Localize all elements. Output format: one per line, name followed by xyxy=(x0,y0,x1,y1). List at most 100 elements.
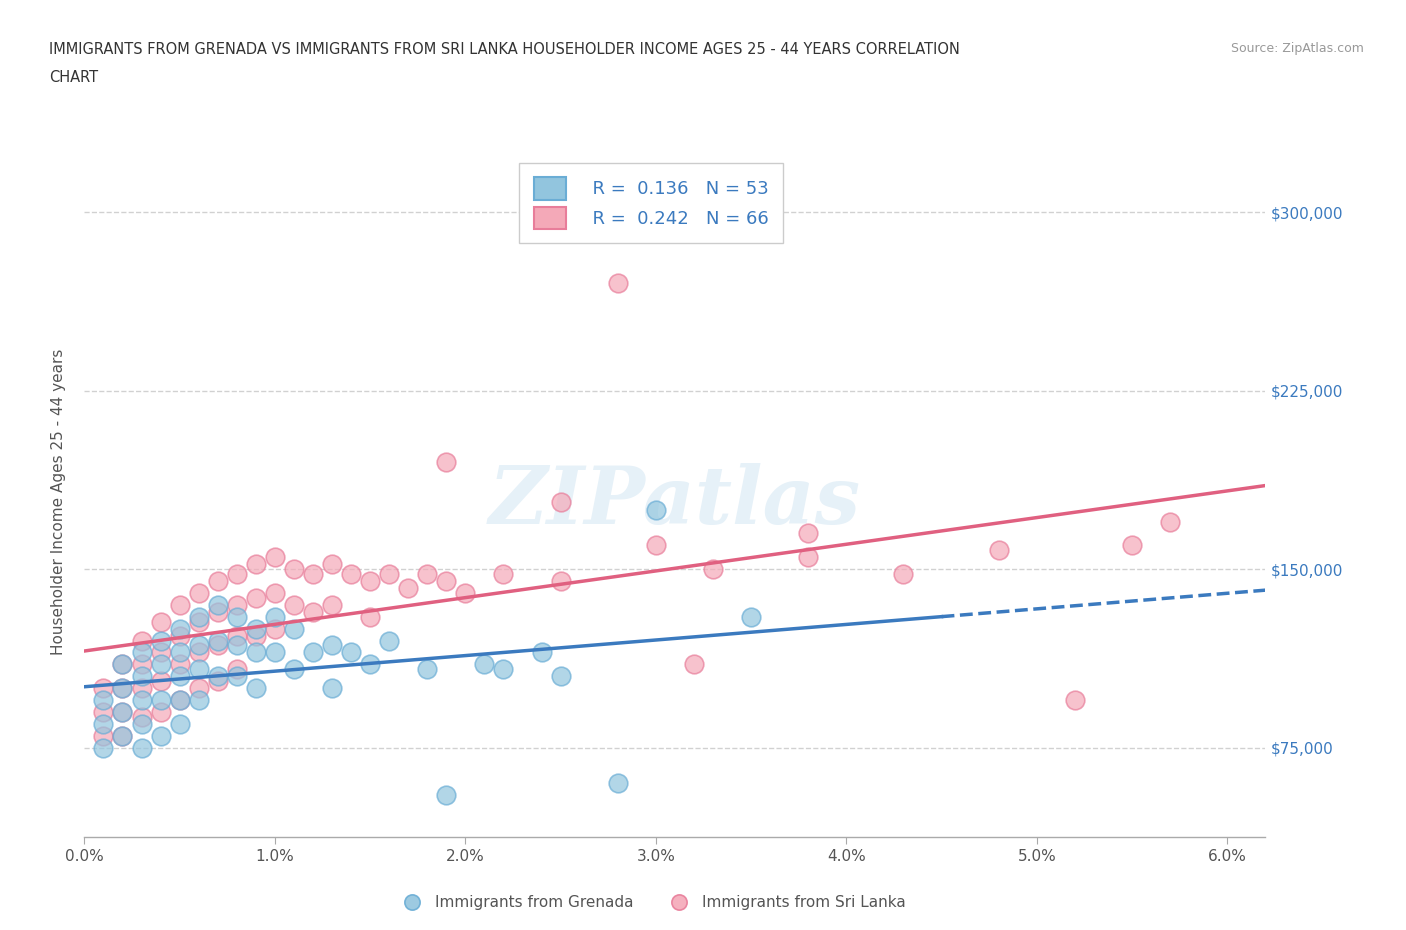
Text: IMMIGRANTS FROM GRENADA VS IMMIGRANTS FROM SRI LANKA HOUSEHOLDER INCOME AGES 25 : IMMIGRANTS FROM GRENADA VS IMMIGRANTS FR… xyxy=(49,42,960,57)
Point xyxy=(263,586,285,601)
Point xyxy=(245,591,267,605)
Point xyxy=(187,645,209,660)
Point xyxy=(492,662,515,677)
Point xyxy=(111,728,134,743)
Point xyxy=(340,645,363,660)
Point xyxy=(207,633,229,648)
Point xyxy=(93,693,115,708)
Point xyxy=(93,716,115,731)
Point xyxy=(550,495,572,510)
Point xyxy=(302,604,325,619)
Point xyxy=(683,657,706,671)
Point xyxy=(359,657,381,671)
Point xyxy=(302,645,325,660)
Point xyxy=(644,502,666,517)
Point xyxy=(187,693,209,708)
Point xyxy=(111,681,134,696)
Point xyxy=(149,673,172,688)
Text: ZIPatlas: ZIPatlas xyxy=(489,463,860,541)
Point xyxy=(169,669,191,684)
Point xyxy=(1159,514,1181,529)
Point xyxy=(416,662,439,677)
Point xyxy=(550,574,572,589)
Point xyxy=(131,669,153,684)
Point xyxy=(111,657,134,671)
Point xyxy=(169,657,191,671)
Point xyxy=(169,693,191,708)
Point xyxy=(131,633,153,648)
Point xyxy=(702,562,724,577)
Point xyxy=(169,645,191,660)
Point xyxy=(263,550,285,565)
Point xyxy=(225,597,247,612)
Point xyxy=(187,609,209,624)
Point xyxy=(283,562,305,577)
Point xyxy=(987,543,1010,558)
Point xyxy=(321,681,343,696)
Point xyxy=(207,638,229,653)
Point xyxy=(321,557,343,572)
Point xyxy=(283,662,305,677)
Point xyxy=(131,657,153,671)
Point xyxy=(454,586,477,601)
Point xyxy=(396,580,419,595)
Point xyxy=(187,662,209,677)
Point xyxy=(149,693,172,708)
Point xyxy=(131,716,153,731)
Point xyxy=(378,566,401,581)
Point xyxy=(187,614,209,629)
Point xyxy=(797,526,820,541)
Point xyxy=(1121,538,1143,552)
Point xyxy=(434,455,457,470)
Point xyxy=(149,614,172,629)
Text: CHART: CHART xyxy=(49,70,98,85)
Point xyxy=(111,728,134,743)
Point xyxy=(131,693,153,708)
Point xyxy=(283,597,305,612)
Point xyxy=(149,633,172,648)
Point xyxy=(111,705,134,720)
Point xyxy=(93,728,115,743)
Point xyxy=(740,609,762,624)
Point xyxy=(187,586,209,601)
Point xyxy=(131,710,153,724)
Point xyxy=(187,638,209,653)
Point xyxy=(187,681,209,696)
Point xyxy=(263,645,285,660)
Point xyxy=(225,662,247,677)
Point xyxy=(416,566,439,581)
Point xyxy=(149,645,172,660)
Point xyxy=(245,557,267,572)
Point xyxy=(492,566,515,581)
Point xyxy=(207,669,229,684)
Point xyxy=(606,276,628,291)
Point xyxy=(149,728,172,743)
Point xyxy=(111,705,134,720)
Point xyxy=(359,574,381,589)
Point xyxy=(644,538,666,552)
Point xyxy=(207,574,229,589)
Point xyxy=(93,681,115,696)
Point xyxy=(225,566,247,581)
Point xyxy=(378,633,401,648)
Point xyxy=(169,716,191,731)
Point xyxy=(321,597,343,612)
Point xyxy=(207,597,229,612)
Point xyxy=(111,657,134,671)
Point xyxy=(131,740,153,755)
Point xyxy=(359,609,381,624)
Legend: Immigrants from Grenada, Immigrants from Sri Lanka: Immigrants from Grenada, Immigrants from… xyxy=(391,889,912,916)
Point xyxy=(207,673,229,688)
Point xyxy=(302,566,325,581)
Point xyxy=(111,681,134,696)
Point xyxy=(474,657,496,671)
Point xyxy=(321,638,343,653)
Y-axis label: Householder Income Ages 25 - 44 years: Householder Income Ages 25 - 44 years xyxy=(51,349,66,656)
Point xyxy=(93,740,115,755)
Point xyxy=(169,629,191,644)
Point xyxy=(263,609,285,624)
Point xyxy=(149,705,172,720)
Point xyxy=(169,693,191,708)
Point xyxy=(169,621,191,636)
Point xyxy=(245,629,267,644)
